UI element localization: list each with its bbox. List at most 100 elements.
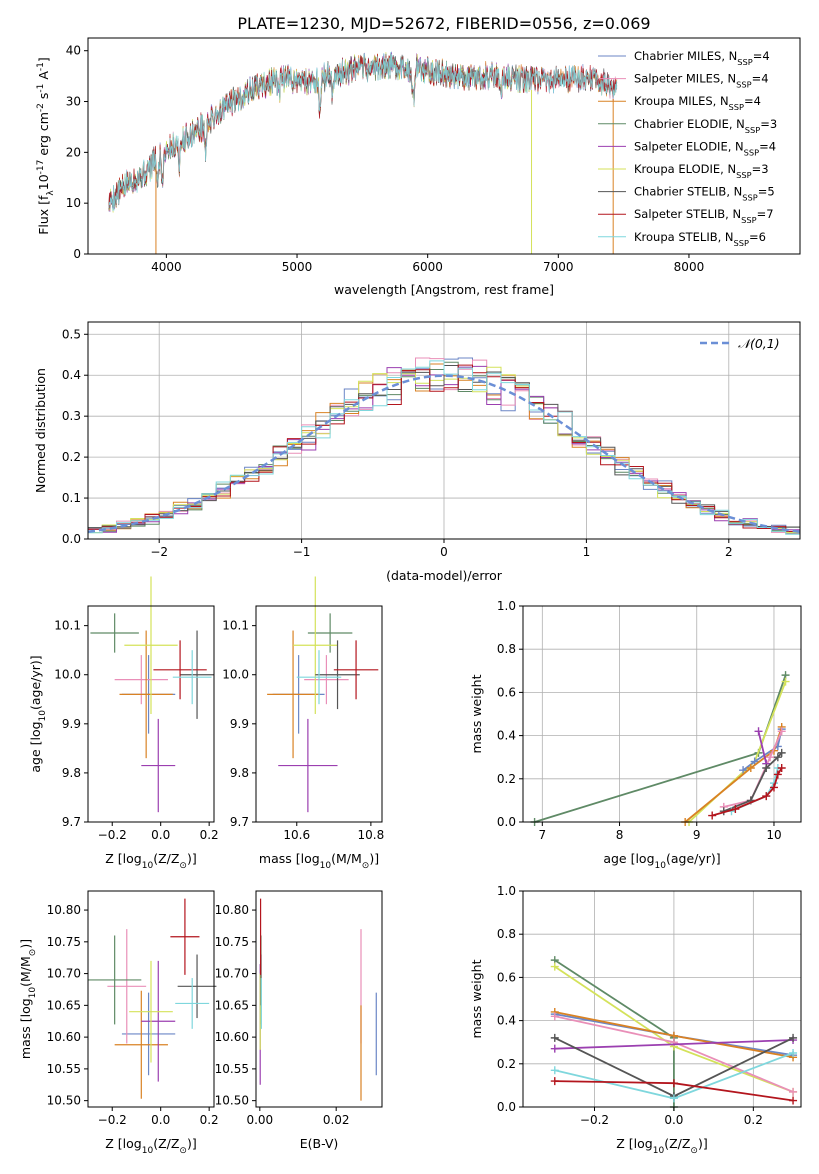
axes-frame — [256, 891, 382, 1107]
y-tick-label: 0.1 — [62, 491, 81, 505]
y-tick-label: 10.70 — [47, 967, 81, 981]
y-tick-label: 10.0 — [54, 668, 81, 682]
y-tick-label: 0 — [73, 247, 81, 261]
x-axis-label: Z [log10(Z/Z⊙)] — [105, 1136, 196, 1156]
y-tick-label: 0.8 — [497, 642, 516, 656]
plus-marker — [755, 727, 763, 735]
y-tick-label: 0.4 — [62, 368, 81, 382]
plus-marker — [670, 1079, 678, 1087]
x-tick-label: 4000 — [151, 260, 182, 274]
x-tick-label: 0.0 — [151, 828, 170, 842]
x-axis-label: E(B-V) — [300, 1136, 339, 1151]
y-tick-label: 30 — [66, 95, 81, 109]
grid-lines — [523, 891, 801, 1107]
plot-area — [90, 577, 214, 813]
y-tick-label: 9.8 — [62, 766, 81, 780]
y-axis-label: age [log10(age/yr)] — [28, 655, 48, 772]
axes-frame — [256, 606, 382, 822]
plus-marker — [551, 1066, 559, 1074]
legend-label: Salpeter ELODIE, NSSP=4 — [634, 139, 776, 157]
y-tick-label: 10.70 — [215, 967, 249, 981]
x-tick-label: 8 — [616, 828, 624, 842]
x-tick-label: 10 — [766, 828, 781, 842]
legend-label: Chabrier MILES, NSSP=4 — [634, 49, 770, 67]
y-axis-label: mass weight — [469, 959, 484, 1038]
y-tick-label: 0.0 — [497, 815, 516, 829]
y-tick-label: 10.55 — [47, 1062, 81, 1076]
x-tick-label: −0.2 — [98, 828, 127, 842]
x-tick-label: 0.0 — [664, 1113, 683, 1127]
x-tick-label: 0.2 — [200, 1113, 219, 1127]
plot-area — [60, 358, 819, 538]
plus-marker — [551, 1045, 559, 1053]
legend-label: Kroupa MILES, NSSP=4 — [634, 94, 761, 112]
y-tick-label: 0.6 — [497, 685, 516, 699]
y-tick-label: 1.0 — [497, 599, 516, 613]
y-tick-label: 0.5 — [62, 327, 81, 341]
y-tick-label: 10.1 — [222, 619, 249, 633]
plot-area — [109, 52, 617, 254]
y-tick-label: 10.80 — [215, 903, 249, 917]
y-tick-label: 9.7 — [230, 815, 249, 829]
y-axis-label: Normed distribution — [33, 368, 48, 493]
axes-frame — [523, 606, 801, 822]
x-tick-label: 5000 — [282, 260, 313, 274]
x-tick-label: −2 — [150, 545, 168, 559]
y-tick-label: 10.75 — [215, 935, 249, 949]
y-tick-label: 10.50 — [215, 1094, 249, 1108]
y-tick-label: 10.1 — [54, 619, 81, 633]
plus-marker — [789, 1097, 797, 1105]
y-tick-label: 10.80 — [47, 903, 81, 917]
plus-marker — [778, 764, 786, 772]
y-axis-label: Flux [fλ10-17 erg cm-2 s-1 A-1] — [36, 57, 56, 235]
y-tick-label: 10.60 — [47, 1030, 81, 1044]
plot-area — [267, 577, 378, 813]
x-tick-label: 0.0 — [151, 1113, 170, 1127]
x-tick-label: −1 — [293, 545, 311, 559]
y-tick-label: 40 — [66, 44, 81, 58]
spectrum-line — [109, 52, 617, 211]
legend-label: Chabrier ELODIE, NSSP=3 — [634, 117, 777, 135]
x-tick-label: 2 — [725, 545, 733, 559]
x-axis-label: mass [log10(M/M⊙)] — [259, 851, 379, 871]
x-axis-label: Z [log10(Z/Z⊙)] — [616, 1136, 707, 1156]
y-axis-label: mass weight — [469, 674, 484, 753]
plus-marker — [708, 812, 716, 820]
y-axis-label: mass [log10(M/M⊙)] — [18, 939, 38, 1059]
x-tick-label: 0.02 — [323, 1113, 350, 1127]
x-axis-label: wavelength [Angstrom, rest frame] — [334, 282, 554, 297]
y-tick-label: 9.7 — [62, 815, 81, 829]
y-tick-label: 0.2 — [497, 772, 516, 786]
y-tick-label: 10.75 — [47, 935, 81, 949]
y-tick-label: 0.3 — [62, 409, 81, 423]
histogram-legend: 𝒩(0,1) — [700, 336, 780, 351]
x-tick-label: 1 — [583, 545, 591, 559]
x-axis-label: age [log10(age/yr)] — [603, 851, 720, 871]
x-tick-label: 9 — [693, 828, 701, 842]
grid-lines — [523, 606, 801, 822]
x-axis-label: (data-model)/error — [386, 568, 503, 583]
y-tick-label: 9.9 — [62, 717, 81, 731]
y-tick-label: 0.2 — [497, 1057, 516, 1071]
plus-marker — [551, 1077, 559, 1085]
x-tick-label: 8000 — [674, 260, 705, 274]
y-tick-label: 10.60 — [215, 1030, 249, 1044]
y-tick-label: 10.65 — [47, 998, 81, 1012]
x-tick-label: 0.2 — [200, 828, 219, 842]
x-tick-label: −0.2 — [98, 1113, 127, 1127]
y-tick-label: 0.0 — [497, 1100, 516, 1114]
legend-label: Kroupa ELODIE, NSSP=3 — [634, 162, 769, 180]
figure-title: PLATE=1230, MJD=52672, FIBERID=0556, z=0… — [237, 14, 650, 33]
legend-label: Chabrier STELIB, NSSP=5 — [634, 185, 775, 203]
legend-label: Salpeter MILES, NSSP=4 — [634, 72, 769, 90]
plus-marker — [551, 1034, 559, 1042]
x-tick-label: 0 — [440, 545, 448, 559]
plot-area — [531, 671, 790, 826]
